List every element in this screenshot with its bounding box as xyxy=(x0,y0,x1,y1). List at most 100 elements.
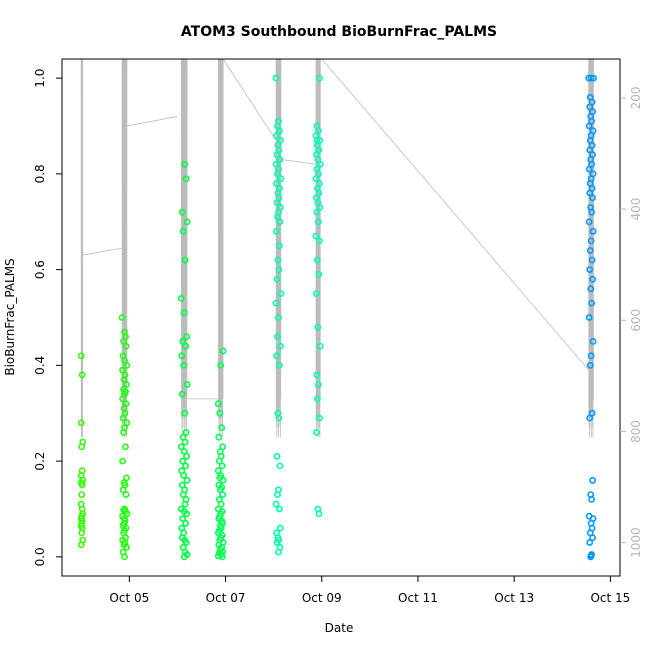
data-point xyxy=(273,352,280,360)
data-point xyxy=(315,74,323,82)
data-point xyxy=(589,476,596,484)
data-point xyxy=(315,270,323,278)
y2-tick-label: 1000 xyxy=(629,527,643,558)
data-point xyxy=(313,290,320,297)
data-point xyxy=(273,227,280,235)
data-point xyxy=(183,510,190,518)
data-point xyxy=(277,290,285,297)
data-point xyxy=(182,175,190,183)
data-point xyxy=(315,237,323,245)
data-point xyxy=(587,352,595,360)
data-point xyxy=(177,294,185,302)
data-point xyxy=(122,443,129,451)
data-point xyxy=(179,515,187,522)
data-point xyxy=(274,170,281,178)
y2-tick-label: 200 xyxy=(629,86,643,109)
y2-tick-label: 600 xyxy=(629,309,643,332)
data-point xyxy=(273,151,281,159)
data-point xyxy=(313,395,321,403)
x-tick-label: Oct 13 xyxy=(494,591,534,605)
data-point xyxy=(123,361,131,369)
data-point xyxy=(181,438,189,446)
data-point xyxy=(275,505,283,513)
data-point xyxy=(181,409,189,417)
data-point xyxy=(273,452,281,460)
data-point xyxy=(316,342,324,350)
plot-frame xyxy=(61,58,621,577)
altitude-trace-connector xyxy=(321,58,590,371)
data-point xyxy=(315,510,323,518)
x-tick-label: Oct 11 xyxy=(398,591,438,605)
data-point xyxy=(316,203,324,211)
data-point xyxy=(119,457,126,465)
data-point xyxy=(313,428,320,436)
data-point xyxy=(587,237,595,245)
data-point xyxy=(587,552,595,559)
data-point xyxy=(219,347,227,355)
data-point xyxy=(182,539,190,546)
data-point xyxy=(183,476,191,484)
x-tick-label: Oct 15 xyxy=(590,591,630,605)
data-point xyxy=(218,462,226,470)
data-point xyxy=(274,333,281,340)
y2-axis: 200 400 600 800 1000 xyxy=(620,86,643,558)
data-point xyxy=(178,352,186,360)
data-point xyxy=(587,74,595,82)
data-point xyxy=(273,275,281,283)
data-point xyxy=(178,208,186,216)
data-point xyxy=(180,309,188,317)
data-point xyxy=(181,160,189,168)
data-point xyxy=(276,462,284,470)
data-point xyxy=(586,539,594,546)
data-point xyxy=(585,218,593,226)
y-tick-label: 0.0 xyxy=(33,547,47,566)
y-tick-label: 0.2 xyxy=(33,452,47,471)
data-point xyxy=(313,371,321,379)
y-tick-label: 0.6 xyxy=(33,260,47,279)
data-point xyxy=(273,132,280,139)
data-point xyxy=(585,122,593,130)
data-point xyxy=(588,256,596,264)
data-point xyxy=(177,443,185,451)
data-point xyxy=(183,218,191,226)
data-point xyxy=(273,199,281,206)
data-point xyxy=(272,500,280,508)
data-point xyxy=(586,247,594,254)
data-point xyxy=(588,208,595,216)
data-point xyxy=(77,352,85,360)
data-point xyxy=(179,491,187,498)
y-tick-label: 0.8 xyxy=(33,164,47,183)
data-point xyxy=(215,433,223,441)
data-point xyxy=(274,491,281,498)
data-point xyxy=(585,165,593,173)
altitude-trace-connector xyxy=(280,159,318,165)
data-point xyxy=(589,275,596,283)
data-point xyxy=(180,553,188,561)
data-point xyxy=(276,218,284,226)
x-axis-label: Date xyxy=(325,621,354,635)
y-axis-label: BioBurnFrac_PALMS xyxy=(3,258,17,375)
data-point xyxy=(586,361,594,369)
data-point xyxy=(276,156,284,163)
data-point xyxy=(119,414,127,422)
data-point xyxy=(587,285,595,293)
y2-tick-label: 800 xyxy=(629,420,643,443)
y-tick-label: 0.4 xyxy=(33,356,47,375)
data-point xyxy=(119,486,127,494)
data-point xyxy=(273,539,281,546)
data-point xyxy=(313,136,321,144)
data-point xyxy=(313,256,321,264)
data-point xyxy=(314,218,322,226)
data-point xyxy=(218,553,226,561)
data-point xyxy=(314,146,322,154)
data-point xyxy=(214,400,222,408)
data-point xyxy=(182,519,189,527)
data-point xyxy=(314,381,322,388)
y-axis: 0.0 0.2 0.4 0.6 0.8 1.0 xyxy=(33,69,62,566)
data-point xyxy=(276,524,284,532)
data-point xyxy=(275,266,283,273)
data-point xyxy=(589,227,597,235)
data-point xyxy=(588,495,595,503)
data-point xyxy=(123,543,130,551)
